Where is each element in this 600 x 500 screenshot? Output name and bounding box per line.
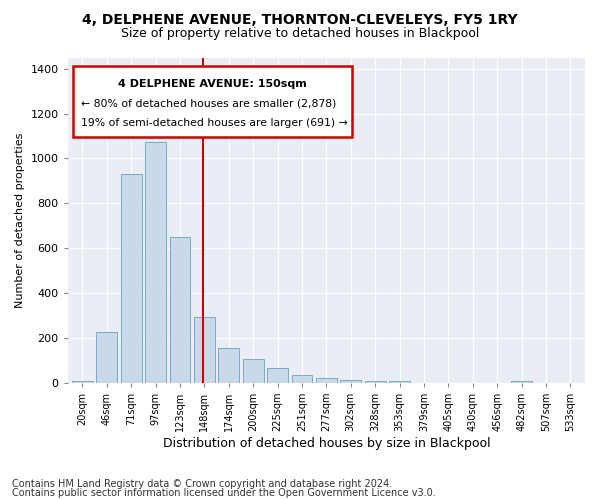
X-axis label: Distribution of detached houses by size in Blackpool: Distribution of detached houses by size … — [163, 437, 490, 450]
Bar — [170, 237, 190, 383]
Bar — [389, 380, 410, 383]
FancyBboxPatch shape — [73, 66, 352, 137]
Bar — [243, 360, 263, 383]
Text: Contains HM Land Registry data © Crown copyright and database right 2024.: Contains HM Land Registry data © Crown c… — [12, 479, 392, 489]
Bar — [316, 378, 337, 383]
Bar — [121, 174, 142, 383]
Y-axis label: Number of detached properties: Number of detached properties — [15, 132, 25, 308]
Bar — [145, 142, 166, 383]
Bar — [340, 380, 361, 383]
Text: Contains public sector information licensed under the Open Government Licence v3: Contains public sector information licen… — [12, 488, 436, 498]
Bar — [365, 380, 386, 383]
Bar — [511, 380, 532, 383]
Bar — [218, 348, 239, 383]
Bar — [267, 368, 288, 383]
Text: 19% of semi-detached houses are larger (691) →: 19% of semi-detached houses are larger (… — [80, 118, 347, 128]
Bar — [97, 332, 117, 383]
Bar — [72, 380, 93, 383]
Text: Size of property relative to detached houses in Blackpool: Size of property relative to detached ho… — [121, 28, 479, 40]
Bar — [194, 316, 215, 383]
Text: ← 80% of detached houses are smaller (2,878): ← 80% of detached houses are smaller (2,… — [80, 98, 336, 108]
Bar — [292, 375, 313, 383]
Text: 4, DELPHENE AVENUE, THORNTON-CLEVELEYS, FY5 1RY: 4, DELPHENE AVENUE, THORNTON-CLEVELEYS, … — [82, 12, 518, 26]
Text: 4 DELPHENE AVENUE: 150sqm: 4 DELPHENE AVENUE: 150sqm — [118, 78, 307, 88]
